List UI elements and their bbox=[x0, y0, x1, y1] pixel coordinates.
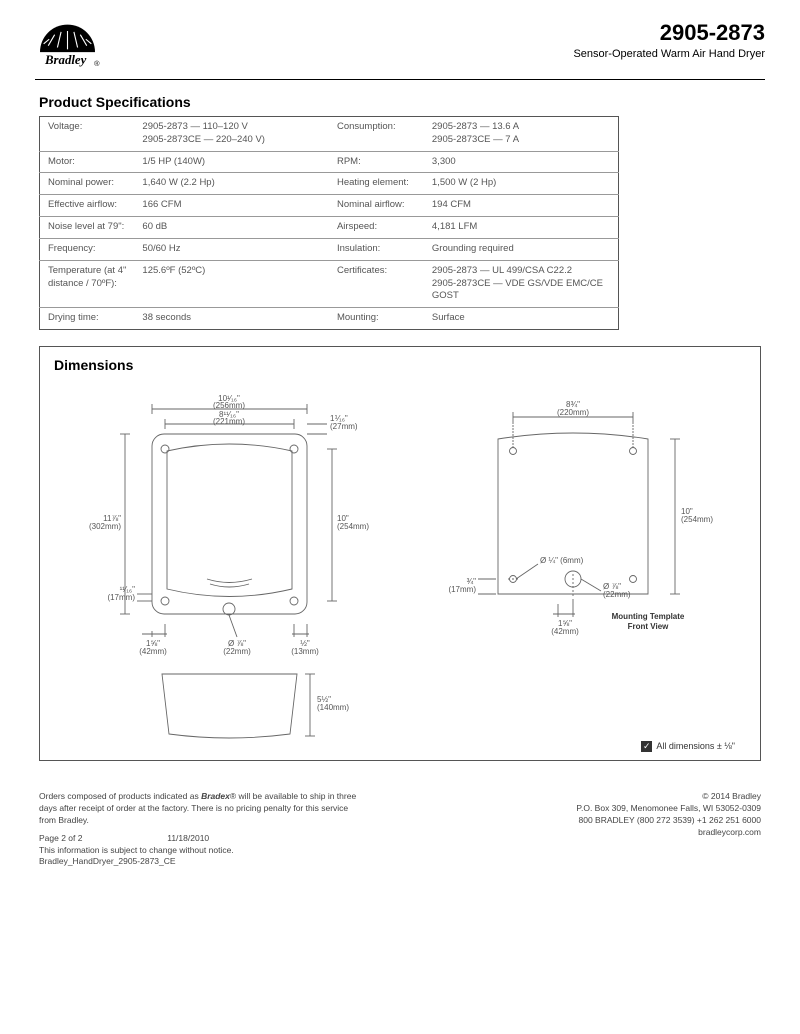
svg-text:(254mm): (254mm) bbox=[337, 522, 369, 531]
page-number: Page 2 of 2 bbox=[39, 833, 82, 843]
svg-text:(17mm): (17mm) bbox=[448, 585, 476, 594]
svg-text:(256mm): (256mm) bbox=[213, 401, 245, 410]
svg-text:Bradley: Bradley bbox=[44, 53, 87, 67]
svg-text:®: ® bbox=[94, 59, 100, 68]
table-row: Noise level at 79":60 dBAirspeed:4,181 L… bbox=[40, 217, 619, 239]
dimensions-box: Dimensions bbox=[39, 346, 761, 761]
order-note: Orders composed of products indicated as… bbox=[39, 791, 359, 827]
svg-text:Front View: Front View bbox=[628, 622, 670, 631]
spec-table: Voltage:2905-2873 — 110–120 V2905-2873CE… bbox=[39, 116, 619, 330]
model-number: 2905-2873 bbox=[573, 20, 765, 46]
revision-date: 11/18/2010 bbox=[167, 833, 209, 843]
table-row: Effective airflow:166 CFMNominal airflow… bbox=[40, 195, 619, 217]
svg-text:(140mm): (140mm) bbox=[317, 703, 349, 712]
mounting-template-diagram: 8¾" (220mm) 10" (254mm) ¾" (17mm) Ø ¼" (… bbox=[423, 379, 723, 679]
phone: 800 BRADLEY (800 272 3539) +1 262 251 60… bbox=[576, 815, 761, 827]
table-row: Drying time:38 secondsMounting:Surface bbox=[40, 308, 619, 330]
svg-text:(17mm): (17mm) bbox=[107, 593, 135, 602]
copyright: © 2014 Bradley bbox=[576, 791, 761, 803]
svg-text:(254mm): (254mm) bbox=[681, 515, 713, 524]
dimension-tolerance-note: ✓ All dimensions ± ⅛" bbox=[641, 741, 735, 752]
svg-text:(13mm): (13mm) bbox=[291, 647, 319, 656]
table-row: Motor:1/5 HP (140W)RPM:3,300 bbox=[40, 151, 619, 173]
checkmark-icon: ✓ bbox=[641, 741, 652, 752]
svg-text:(42mm): (42mm) bbox=[551, 627, 579, 636]
disclaimer: This information is subject to change wi… bbox=[39, 845, 359, 857]
svg-text:(220mm): (220mm) bbox=[557, 408, 589, 417]
address: P.O. Box 309, Menomonee Falls, WI 53052-… bbox=[576, 803, 761, 815]
svg-text:(302mm): (302mm) bbox=[89, 522, 121, 531]
bradley-logo: Bradley ® bbox=[35, 20, 100, 75]
page-header: Bradley ® 2905-2873 Sensor-Operated Warm… bbox=[35, 20, 765, 80]
table-row: Frequency:50/60 HzInsulation:Grounding r… bbox=[40, 238, 619, 260]
svg-text:Ø ¼" (6mm): Ø ¼" (6mm) bbox=[540, 556, 584, 565]
svg-text:Mounting Template: Mounting Template bbox=[612, 612, 685, 621]
svg-text:(27mm): (27mm) bbox=[330, 422, 358, 431]
table-row: Nominal power:1,640 W (2.2 Hp)Heating el… bbox=[40, 173, 619, 195]
website: bradleycorp.com bbox=[576, 827, 761, 839]
file-name: Bradley_HandDryer_2905-2873_CE bbox=[39, 856, 359, 868]
dimensions-title: Dimensions bbox=[54, 357, 746, 373]
table-row: Voltage:2905-2873 — 110–120 V2905-2873CE… bbox=[40, 117, 619, 152]
svg-text:(22mm): (22mm) bbox=[603, 590, 631, 599]
front-view-diagram: 10¹⁄₁₆" (256mm) 8¹¹⁄₁₆" (221mm) 1⅟₁₆" (2… bbox=[77, 379, 377, 734]
page-footer: Orders composed of products indicated as… bbox=[35, 791, 765, 868]
spec-section-title: Product Specifications bbox=[39, 94, 765, 110]
product-subtitle: Sensor-Operated Warm Air Hand Dryer bbox=[573, 48, 765, 60]
table-row: Temperature (at 4" distance / 70ºF):125.… bbox=[40, 260, 619, 307]
svg-text:(22mm): (22mm) bbox=[223, 647, 251, 656]
svg-text:(42mm): (42mm) bbox=[139, 647, 167, 656]
svg-text:(221mm): (221mm) bbox=[213, 417, 245, 426]
